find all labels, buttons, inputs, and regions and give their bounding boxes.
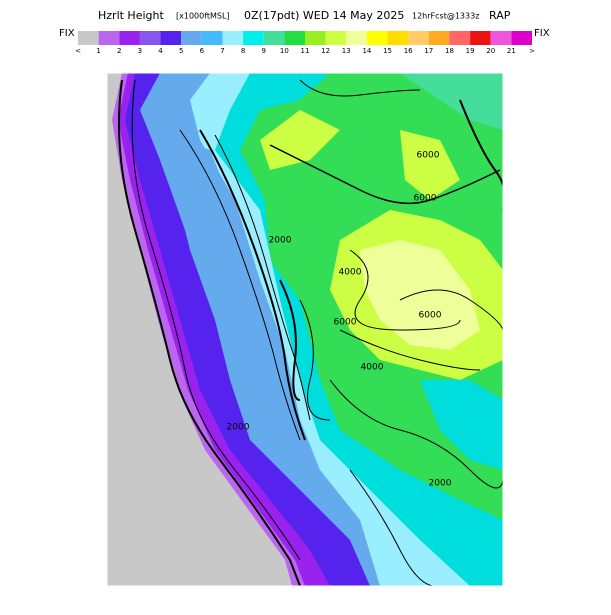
height-zone bbox=[260, 110, 340, 170]
colorbar-swatch bbox=[366, 31, 388, 45]
title: Hzrlt Height bbox=[98, 9, 164, 22]
height-zone bbox=[400, 130, 460, 200]
colorbar-label: 5 bbox=[179, 47, 183, 55]
colorbar-swatch bbox=[78, 31, 99, 45]
contour-label: 6000 bbox=[414, 194, 437, 204]
colorbar-label: 7 bbox=[220, 47, 224, 55]
colorbar-swatch bbox=[139, 31, 161, 45]
colorbar-swatch bbox=[243, 31, 264, 45]
map: 6000 6000 6000 4000 4000 6000 2000 2000 2000 bbox=[106, 72, 504, 587]
contour-label: 4000 bbox=[361, 363, 384, 373]
colorbar-label: 20 bbox=[486, 47, 495, 55]
colorbar-label: 2 bbox=[117, 47, 121, 55]
colorbar-swatch bbox=[490, 31, 512, 45]
height-zone bbox=[400, 73, 503, 130]
colorbar-label: 19 bbox=[466, 47, 475, 55]
colorbar-swatch bbox=[222, 31, 244, 45]
colorbar: <1 2 3 4 5 6 7 8 9 10 11 12 13 14 15 16 17 18 19 20 21 > bbox=[75, 31, 535, 55]
colorbar-swatch bbox=[119, 31, 140, 45]
colorbar-label: 17 bbox=[424, 47, 433, 55]
valley bbox=[175, 140, 290, 440]
colorbar-label: 13 bbox=[342, 47, 351, 55]
contour-label: 6000 bbox=[419, 311, 442, 321]
height-zone bbox=[420, 380, 503, 470]
valid-time: 0Z(17pdt) WED 14 May 2025 bbox=[244, 9, 404, 22]
colorbar-swatch bbox=[346, 31, 367, 45]
contours bbox=[117, 79, 503, 586]
colorbar-swatch bbox=[181, 31, 202, 45]
contour-label: 2000 bbox=[269, 236, 292, 246]
height-zone bbox=[360, 240, 480, 350]
colorbar-label: 18 bbox=[445, 47, 454, 55]
fix-left: FIX bbox=[59, 28, 75, 39]
colorbar-swatch bbox=[201, 31, 223, 45]
colorbar-label: 1 bbox=[96, 47, 100, 55]
contour-label: 6000 bbox=[334, 318, 357, 328]
colorbar-label: 10 bbox=[280, 47, 289, 55]
colorbar-swatch bbox=[511, 31, 532, 45]
colorbar-swatch bbox=[284, 31, 305, 45]
colorbar-label: 11 bbox=[301, 47, 310, 55]
contour-label: 6000 bbox=[417, 151, 440, 161]
colorbar-label: 12 bbox=[321, 47, 330, 55]
colorbar-label: 4 bbox=[158, 47, 163, 55]
colorbar-swatch bbox=[160, 31, 182, 45]
colorbar-swatch bbox=[449, 31, 471, 45]
colorbar-label: 8 bbox=[241, 47, 245, 55]
colorbar-label: > bbox=[529, 47, 535, 55]
colorbar-swatch bbox=[98, 31, 120, 45]
colorbar-swatch bbox=[387, 31, 409, 45]
ocean bbox=[107, 73, 292, 586]
forecast: 12hrFcst@1333z bbox=[412, 12, 479, 21]
colorbar-swatch bbox=[428, 31, 450, 45]
model: RAP bbox=[489, 9, 511, 22]
colorbar-label: 15 bbox=[383, 47, 392, 55]
colorbar-label: < bbox=[75, 47, 81, 55]
colorbar-swatch bbox=[305, 31, 326, 45]
colorbar-swatch bbox=[470, 31, 491, 45]
contour-label: 4000 bbox=[339, 268, 362, 278]
colorbar-swatch bbox=[408, 31, 429, 45]
units: [x1000ftMSL] bbox=[176, 12, 230, 21]
colorbar-swatch bbox=[263, 31, 285, 45]
map-frame bbox=[106, 72, 504, 587]
fix-right: FIX bbox=[534, 28, 550, 39]
colorbar-label: 21 bbox=[507, 47, 516, 55]
colorbar-label: 3 bbox=[138, 47, 142, 55]
contour-labels: 6000 6000 6000 4000 4000 6000 2000 2000 2000 bbox=[227, 151, 452, 489]
colorbar-label: 6 bbox=[200, 47, 205, 55]
colorbar-label: 16 bbox=[404, 47, 413, 55]
colorbar-label: 14 bbox=[362, 47, 371, 55]
colorbar-swatch bbox=[325, 31, 347, 45]
contour-label: 2000 bbox=[429, 479, 452, 489]
contour-label: 2000 bbox=[227, 423, 250, 433]
colorbar-label: 9 bbox=[261, 47, 265, 55]
